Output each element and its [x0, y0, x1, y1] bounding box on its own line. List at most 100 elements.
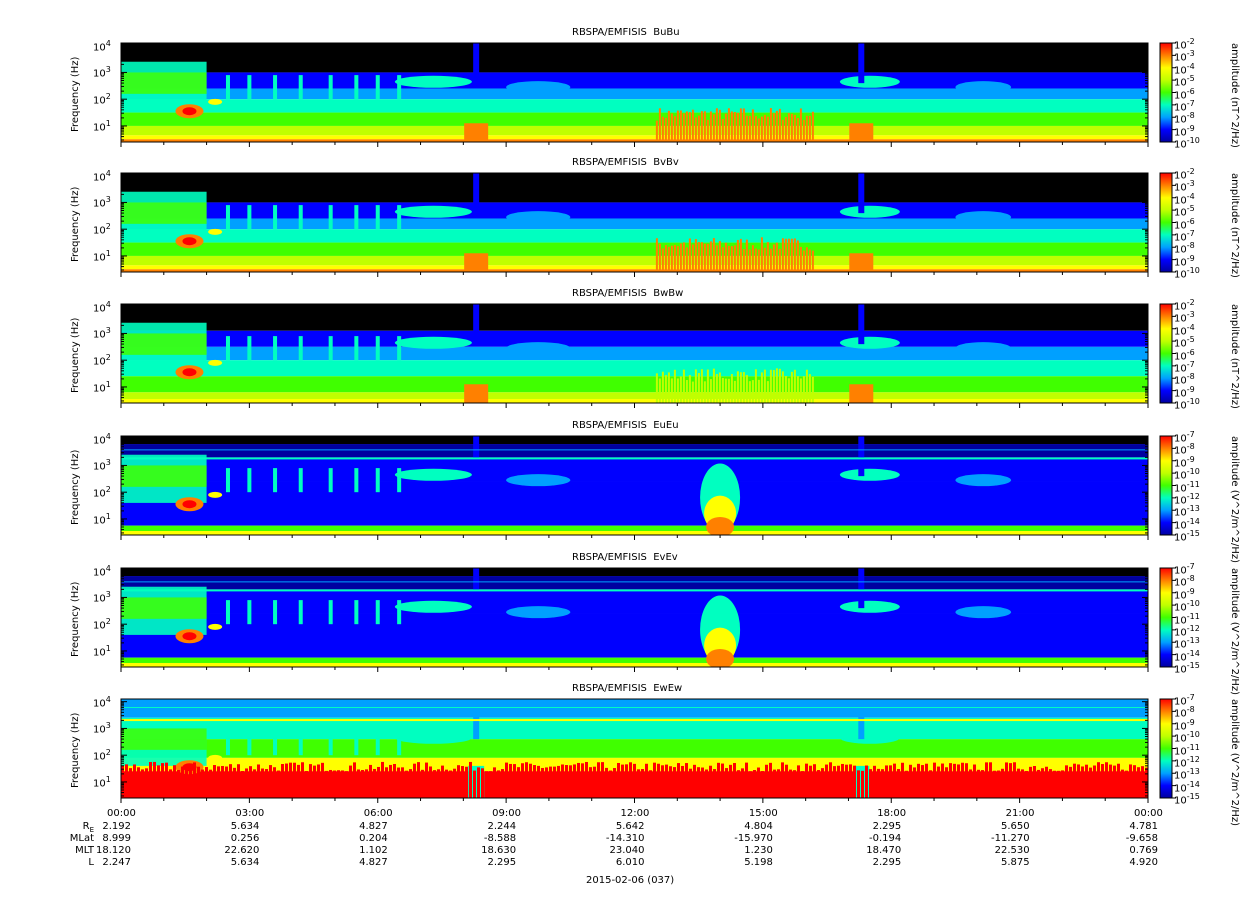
panel-title: RBSPA/EMFISIS BvBv: [572, 157, 679, 168]
y-tick-label: 104: [93, 168, 111, 183]
ephemeris-value: 0.204: [359, 833, 388, 844]
colorbar-tick-label: 10-3: [1174, 179, 1195, 194]
colorbar-tick-label: 10-8: [1174, 241, 1195, 256]
colorbar-tick-label: 10-7: [1174, 693, 1195, 708]
colorbar-tick-label: 10-7: [1174, 359, 1195, 375]
ephemeris-value: -9.658: [1125, 833, 1158, 844]
y-tick-label: 104: [93, 563, 111, 578]
ephemeris-value: 2.244: [487, 821, 517, 832]
colorbar-tick-label: 10-9: [1174, 384, 1195, 399]
colorbar-tick-label: 10-2: [1174, 37, 1195, 52]
colorbar-tick-label: 10-9: [1174, 586, 1195, 602]
ephemeris-value: 1.102: [359, 845, 388, 856]
colorbar-tick-label: 10-5: [1174, 204, 1195, 219]
y-tick-label: 102: [93, 222, 111, 237]
colorbar-tick-label: 10-10: [1174, 136, 1200, 151]
panel-title: RBSPA/EMFISIS BuBu: [572, 27, 680, 38]
x-tick-label: 18:00: [877, 808, 907, 819]
colorbar-tick-label: 10-3: [1174, 310, 1195, 325]
panel-title: RBSPA/EMFISIS BwBw: [572, 288, 684, 299]
y-axis-label: Frequency (Hz): [70, 56, 81, 132]
colorbar-tick-label: 10-4: [1174, 191, 1195, 207]
colorbar-label: amplitude (V^2/m^2/Hz): [1229, 568, 1240, 696]
ephemeris-value: 18.470: [866, 845, 902, 856]
colorbar-tick-label: 10-11: [1174, 611, 1200, 626]
colorbar-tick-label: 10-14: [1174, 516, 1200, 531]
y-tick-label: 104: [93, 38, 111, 53]
y-tick-label: 103: [93, 458, 111, 473]
ephemeris-value: 4.781: [1129, 821, 1158, 832]
colorbar-tick-label: 10-9: [1174, 717, 1195, 733]
colorbar: [1159, 42, 1173, 143]
y-tick-label: 104: [93, 431, 111, 446]
panel-3: [120, 303, 1176, 408]
colorbar-tick-label: 10-8: [1174, 442, 1195, 457]
panel-title: RBSPA/EMFISIS EvEv: [572, 552, 678, 563]
ephemeris-value: 23.040: [609, 845, 645, 856]
x-tick-label: 00:00: [107, 808, 136, 819]
colorbar-tick-label: 10-12: [1174, 491, 1200, 507]
y-tick-label: 101: [93, 643, 111, 659]
y-tick-label: 104: [93, 299, 111, 314]
x-tick-label: 09:00: [492, 808, 521, 819]
colorbar-tick-label: 10-15: [1174, 529, 1200, 544]
ephemeris-value: 4.920: [1129, 857, 1158, 868]
y-tick-label: 103: [93, 326, 111, 341]
colorbar: [1159, 435, 1173, 536]
colorbar-tick-label: 10-5: [1174, 74, 1195, 89]
x-tick-label: 00:00: [1134, 808, 1163, 819]
ephemeris-value: 4.804: [744, 821, 773, 832]
colorbar-tick-label: 10-10: [1174, 467, 1200, 482]
y-tick-label: 102: [93, 92, 111, 107]
panel-title: RBSPA/EMFISIS EwEw: [572, 683, 683, 694]
y-tick-label: 102: [93, 617, 111, 632]
y-tick-label: 102: [93, 748, 111, 763]
y-tick-label: 104: [93, 694, 111, 709]
x-tick-label: 15:00: [748, 808, 778, 819]
colorbar-label: amplitude (V^2/m^2/Hz): [1229, 436, 1240, 564]
spectrogram-image: [121, 304, 1148, 403]
colorbar-tick-label: 10-8: [1174, 574, 1195, 589]
ephemeris-label: MLat: [69, 833, 94, 844]
colorbar-label: amplitude (V^2/m^2/Hz): [1229, 699, 1240, 827]
ephemeris-value: 1.230: [744, 845, 773, 856]
ephemeris-value: 6.010: [615, 857, 645, 868]
y-tick-label: 103: [93, 590, 111, 605]
y-axis-label: Frequency (Hz): [70, 317, 81, 393]
colorbar-tick-label: 10-7: [1174, 562, 1195, 577]
panel-1: [120, 42, 1176, 147]
ephemeris-value: 22.620: [224, 845, 260, 856]
colorbar-tick-label: 10-6: [1174, 86, 1195, 101]
colorbar-tick-label: 10-12: [1174, 754, 1200, 770]
ephemeris-value: -11.270: [991, 833, 1030, 844]
ephemeris-value: 4.827: [359, 857, 388, 868]
colorbar-tick-label: 10-8: [1174, 372, 1195, 387]
colorbar-tick-label: 10-10: [1174, 599, 1200, 614]
panel-5: [120, 567, 1176, 672]
colorbar-tick-label: 10-15: [1174, 661, 1200, 676]
colorbar-tick-label: 10-4: [1174, 61, 1195, 77]
y-tick-label: 101: [93, 379, 111, 395]
ephemeris-value: -14.310: [605, 833, 645, 844]
y-tick-label: 103: [93, 721, 111, 736]
colorbar-tick-label: 10-9: [1174, 454, 1195, 470]
spectrogram-image: [121, 699, 1148, 798]
ephemeris-value: 2.295: [872, 857, 902, 868]
ephemeris-value: 5.650: [1000, 821, 1030, 832]
colorbar: [1159, 698, 1173, 799]
colorbar-tick-label: 10-10: [1174, 730, 1200, 745]
colorbar-label: amplitude (nT^2/Hz): [1229, 304, 1240, 409]
ephemeris-value: 0.256: [230, 833, 260, 844]
ephemeris-label: RE: [82, 821, 94, 834]
spectrogram-image: [121, 43, 1148, 142]
y-tick-label: 101: [93, 118, 111, 134]
ephemeris-value: 2.192: [102, 821, 131, 832]
spectrogram-image: [121, 436, 1148, 535]
colorbar-tick-label: 10-8: [1174, 705, 1195, 720]
colorbar-tick-label: 10-7: [1174, 430, 1195, 445]
ephemeris-label: MLT: [75, 845, 94, 856]
colorbar-label: amplitude (nT^2/Hz): [1229, 173, 1240, 278]
y-tick-label: 103: [93, 195, 111, 210]
x-tick-label: 06:00: [363, 808, 393, 819]
ephemeris-value: 2.295: [487, 857, 517, 868]
